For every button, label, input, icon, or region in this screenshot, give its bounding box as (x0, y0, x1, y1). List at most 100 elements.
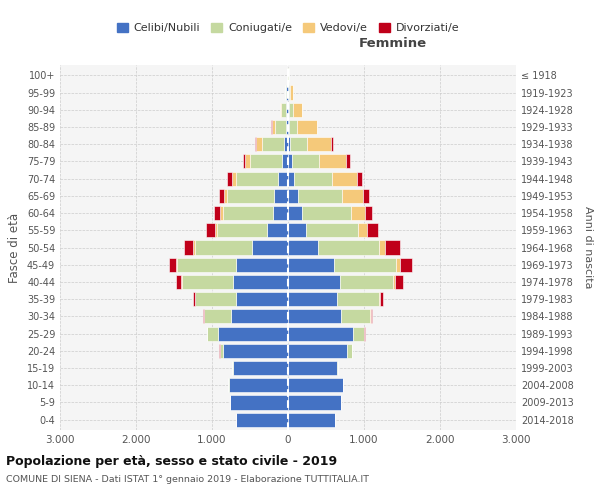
Bar (176, 275, 181, 289)
Bar (319, 154, 346, 168)
Bar (262, 137, 284, 152)
Y-axis label: Fasce di età: Fasce di età (8, 212, 21, 282)
Bar (256, 137, 262, 152)
Bar (297, 120, 317, 134)
Bar (227, 172, 232, 185)
Bar (218, 326, 288, 340)
Bar (214, 206, 220, 220)
Bar (176, 258, 177, 272)
Bar (400, 258, 412, 272)
Bar (236, 172, 278, 185)
Bar (220, 206, 223, 220)
Bar (288, 292, 337, 306)
Bar (346, 154, 350, 168)
Bar (208, 326, 218, 340)
Bar (288, 137, 290, 152)
Bar (363, 189, 370, 203)
Bar (288, 240, 319, 254)
Bar (272, 120, 275, 134)
Bar (232, 172, 236, 185)
Bar (184, 240, 193, 254)
Bar (337, 292, 379, 306)
Bar (288, 223, 306, 238)
Text: COMUNE DI SIENA - Dati ISTAT 1° gennaio 2019 - Elaborazione TUTTITALIA.IT: COMUNE DI SIENA - Dati ISTAT 1° gennaio … (6, 475, 369, 484)
Bar (347, 344, 352, 358)
Bar (370, 310, 371, 324)
Bar (288, 344, 347, 358)
Bar (177, 258, 236, 272)
Bar (380, 292, 383, 306)
Bar (233, 275, 288, 289)
Bar (364, 326, 365, 340)
Bar (331, 137, 333, 152)
Bar (337, 361, 338, 375)
Bar (232, 361, 233, 375)
Bar (288, 396, 341, 409)
Bar (298, 189, 342, 203)
Y-axis label: Anni di nascita: Anni di nascita (583, 206, 593, 289)
Bar (319, 240, 379, 254)
Bar (233, 361, 288, 375)
Bar (340, 275, 393, 289)
Bar (281, 102, 286, 117)
Bar (358, 223, 367, 238)
Bar (353, 326, 364, 340)
Bar (288, 102, 289, 117)
Legend: Celibi/Nubili, Coniugati/e, Vedovi/e, Divorziati/e: Celibi/Nubili, Coniugati/e, Vedovi/e, Di… (113, 20, 463, 36)
Bar (224, 189, 227, 203)
Bar (286, 86, 288, 100)
Bar (284, 137, 288, 152)
Bar (288, 378, 343, 392)
Bar (288, 189, 298, 203)
Bar (282, 154, 288, 168)
Bar (273, 206, 288, 220)
Bar (194, 240, 251, 254)
Bar (288, 154, 292, 168)
Bar (206, 223, 215, 238)
Bar (396, 258, 400, 272)
Bar (278, 172, 288, 185)
Bar (251, 240, 288, 254)
Bar (395, 275, 403, 289)
Bar (205, 310, 231, 324)
Bar (294, 172, 332, 185)
Bar (288, 412, 335, 426)
Bar (236, 412, 288, 426)
Bar (217, 223, 267, 238)
Bar (288, 361, 337, 375)
Bar (193, 240, 194, 254)
Bar (306, 223, 358, 238)
Bar (288, 120, 289, 134)
Bar (220, 344, 223, 358)
Bar (229, 378, 288, 392)
Bar (367, 223, 379, 238)
Bar (288, 258, 334, 272)
Bar (288, 326, 353, 340)
Bar (274, 189, 288, 203)
Bar (223, 206, 273, 220)
Bar (219, 189, 224, 203)
Bar (280, 102, 281, 117)
Bar (243, 154, 245, 168)
Bar (288, 172, 294, 185)
Bar (307, 137, 331, 152)
Bar (351, 206, 365, 220)
Bar (182, 275, 233, 289)
Bar (286, 120, 288, 134)
Bar (302, 206, 351, 220)
Bar (365, 206, 373, 220)
Bar (379, 292, 380, 306)
Bar (357, 172, 362, 185)
Bar (288, 206, 302, 220)
Bar (231, 310, 288, 324)
Bar (293, 102, 302, 117)
Bar (286, 102, 288, 117)
Bar (292, 154, 319, 168)
Bar (289, 86, 290, 100)
Bar (289, 120, 297, 134)
Bar (193, 292, 195, 306)
Bar (230, 396, 288, 409)
Bar (236, 258, 288, 272)
Bar (371, 310, 372, 324)
Text: Popolazione per età, sesso e stato civile - 2019: Popolazione per età, sesso e stato civil… (6, 455, 337, 468)
